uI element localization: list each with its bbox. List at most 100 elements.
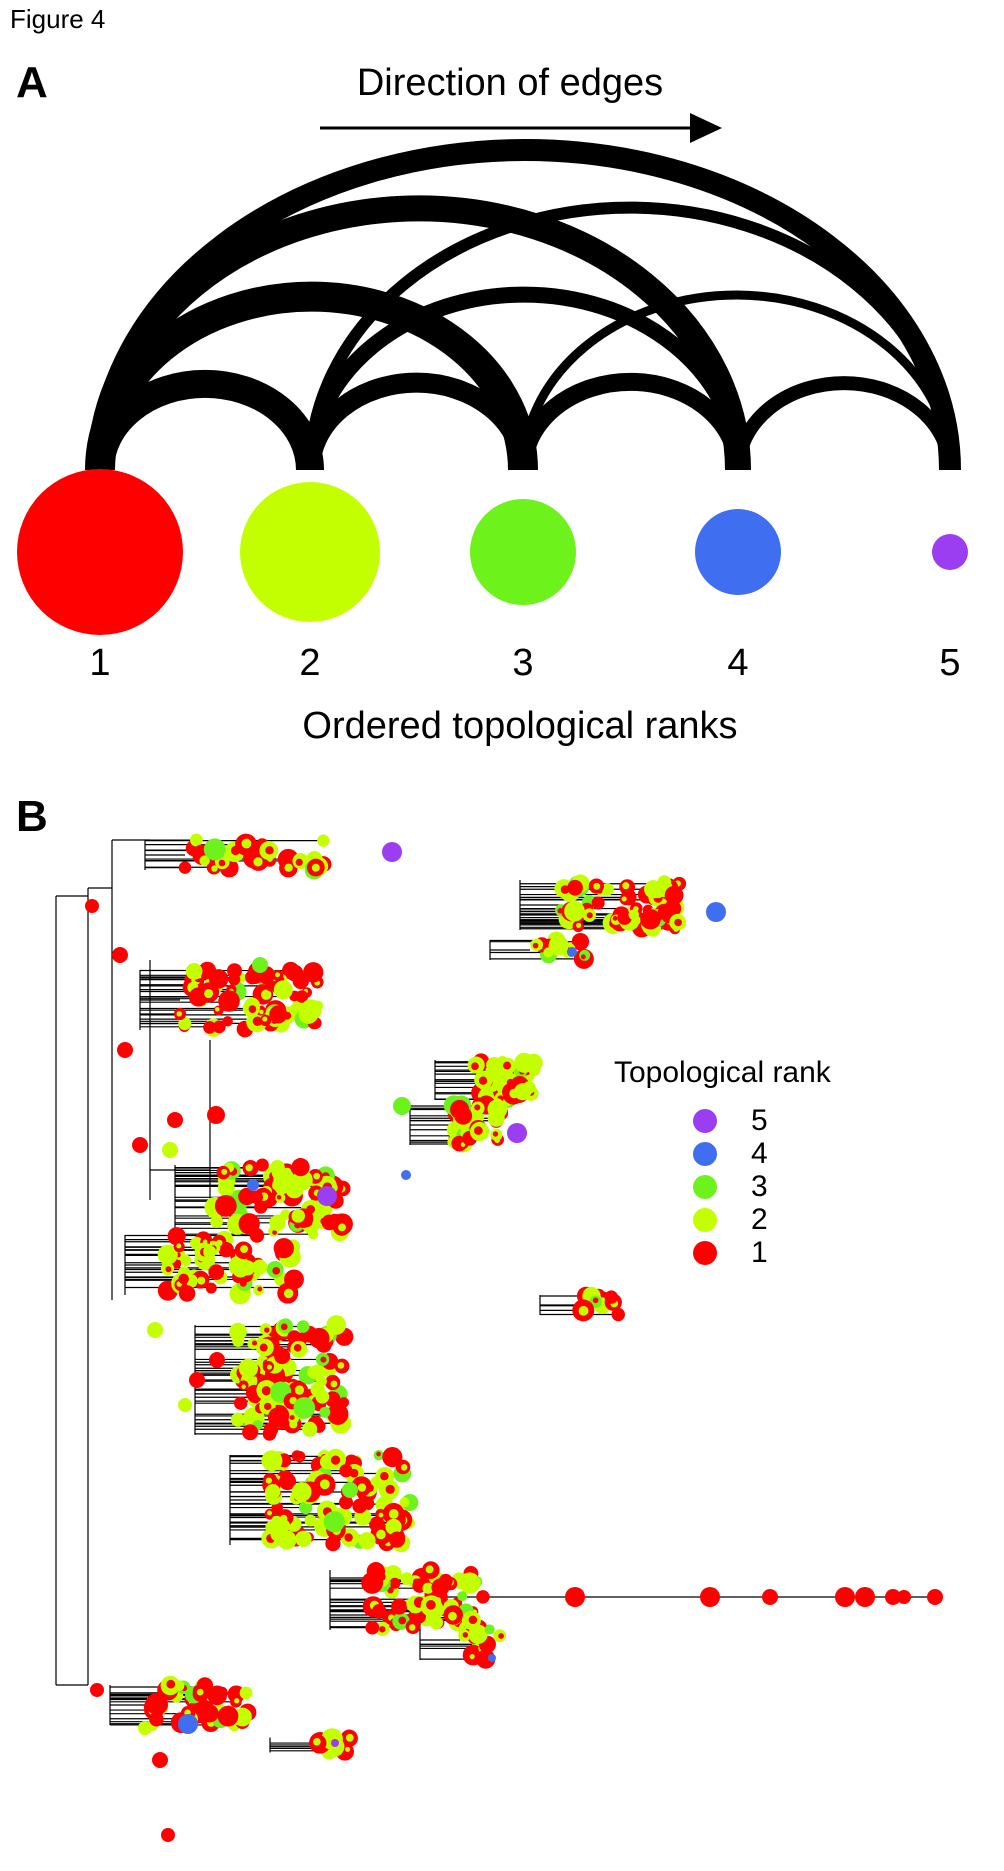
tree-node-marker [330,1380,338,1388]
tree-node-marker [438,1573,453,1588]
legend-label-3: 3 [751,1169,768,1203]
tree-node-marker [162,1142,178,1158]
tree-node-marker [284,863,293,872]
rank-label-1: 1 [89,642,111,684]
tree-node-marker [560,885,570,894]
tree-node-marker [291,1481,312,1502]
tree-node-marker [674,918,682,927]
tree-node-marker [304,1514,317,1527]
tree-node-marker [207,1685,227,1706]
tree-node-marker [190,833,203,847]
tree-node-marker [203,838,226,861]
tree-node-marker [457,1591,468,1602]
tree-node-marker [261,1450,283,1472]
tree-node-marker [252,1016,263,1026]
legend-item-4: 4 [693,1137,831,1170]
tree-node-marker [448,1611,457,1621]
tree-node-marker [352,1498,368,1514]
tree-node-marker [460,1142,466,1147]
tree-node-marker [371,1604,387,1619]
tree-node-marker [467,1575,481,1589]
tree-node-marker [208,1264,225,1281]
tree-node-marker [248,971,262,985]
tree-node-marker [380,1471,389,1481]
tree-node-marker [366,1562,386,1581]
tree-node-rank5 [382,842,402,862]
edge-arc-1-5 [89,139,961,471]
tree-node-marker [167,1227,186,1246]
legend-swatch-4 [693,1141,717,1166]
tree-node-marker [230,1412,246,1427]
tree-node-marker [586,912,593,919]
tree-node-marker [265,980,277,992]
tree-node-marker [385,1484,395,1494]
tree-node-marker [307,1229,319,1240]
tree-node-marker [617,910,632,925]
tree-node-marker [239,1686,253,1700]
tree-node-marker [189,1372,205,1388]
tree-node-marker [664,885,684,905]
tree-node-marker [308,1327,330,1349]
tree-node-marker [514,1052,535,1073]
tree-node-marker [221,1168,228,1175]
tree-node-marker [393,1097,411,1115]
tree-node-marker [429,1615,443,1630]
tree-node-marker [214,1194,237,1217]
legend-item-5: 5 [693,1104,831,1137]
tree-node-marker [272,1230,277,1235]
panel-a-letter: A [16,58,48,107]
tree-node-marker [212,1020,226,1034]
tree-node-marker [567,879,583,896]
tree-node-marker [319,1479,330,1490]
rank-label-5: 5 [939,642,961,684]
tree-node-marker [248,1005,257,1013]
tree-node-rank5 [507,1123,527,1143]
tree-node-marker [593,882,601,890]
edge-arc-3-5 [518,290,955,471]
tree-node-marker [264,1327,270,1333]
tree-node-marker [388,1531,406,1548]
tree-node-marker [640,909,661,930]
legend-swatch-2 [693,1207,717,1232]
tree-node-marker [474,1104,481,1111]
tree-node-marker [474,1126,483,1135]
tree-node-marker [611,1307,625,1322]
tree-node-marker [492,1131,499,1137]
tree-node-rank5 [331,1739,339,1747]
tree-node-marker [565,1587,585,1607]
tree-node-marker [478,1076,488,1085]
tree-node-marker [267,1407,288,1428]
tree-node-marker [294,1385,305,1395]
tree-node-marker [378,1512,384,1518]
tree-node-marker [278,1473,297,1491]
tree-node-marker [265,1484,281,1500]
tree-node-marker [138,1721,152,1735]
tree-node-marker [249,1228,265,1243]
tree-node-marker [342,1482,358,1498]
tree-node-marker [591,896,605,910]
tree-node-marker [425,1565,434,1574]
tree-node-marker [204,988,214,999]
tree-node-marker [273,1168,295,1190]
tree-node-marker [112,947,128,963]
tree-node-marker [152,1752,168,1768]
tree-node-marker [338,1397,350,1408]
direction-label: Direction of edges [356,62,664,104]
tree-node-marker [339,1495,353,1510]
tree-node-marker [855,1587,875,1607]
tree-node-marker [232,1260,249,1278]
legend-swatch-1 [693,1240,717,1265]
tree-node-marker [389,1577,401,1589]
tree-node-marker [147,1322,163,1338]
legend-label-4: 4 [751,1136,768,1170]
tree-node-marker [277,1519,291,1533]
tree-node-marker [345,1733,354,1742]
tree-node-rank4 [401,1170,411,1180]
tree-node-rank4 [178,1714,198,1734]
tree-node-marker [178,1398,192,1412]
tree-node-marker [289,1415,295,1420]
tree-node-marker [628,909,639,920]
tree-node-marker [578,1305,589,1316]
tree-node-marker [200,1704,219,1723]
